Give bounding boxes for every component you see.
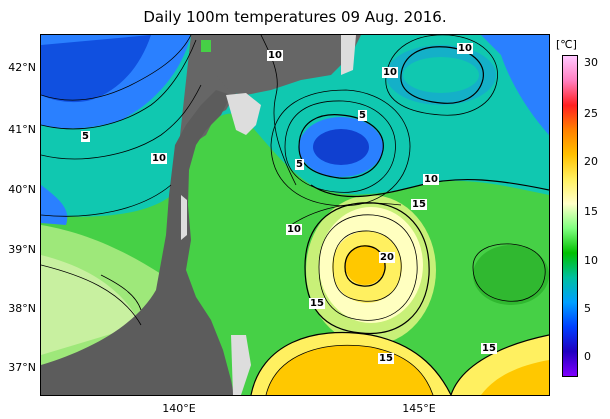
contour-label-5-c: 5 (295, 159, 304, 170)
colorbar-tick-30: 30 (584, 56, 598, 69)
lat-label-39: 39°N (8, 243, 36, 256)
contour-line (41, 264, 142, 326)
contour-line (332, 230, 402, 302)
contour-line (290, 202, 402, 226)
contour-label-15-b: 15 (309, 298, 325, 309)
contour-label-5-b: 5 (358, 110, 367, 121)
lat-label-38: 38°N (8, 302, 36, 315)
colorbar (562, 55, 578, 377)
cold-region-w (41, 185, 68, 225)
contour-label-10-b: 10 (457, 43, 473, 54)
warm-region-se-core (481, 360, 549, 395)
contour-label-10-c: 10 (382, 67, 398, 78)
contour-label-15-c: 15 (378, 353, 394, 364)
contour-line (304, 202, 430, 335)
lat-label-40: 40°N (8, 183, 36, 196)
contour-line (250, 331, 452, 395)
shelf-hokkaido (341, 35, 356, 75)
temperature-field (41, 35, 549, 395)
colorbar-unit: [℃] (556, 38, 577, 51)
contour-label-20: 20 (379, 252, 395, 263)
colorbar-tick-10: 10 (584, 254, 598, 267)
land-hokkaido (201, 35, 361, 95)
cold-core-nw (41, 35, 151, 103)
contour-label-10-f: 10 (286, 224, 302, 235)
contour-line (265, 344, 434, 395)
cold-eddy-core (313, 129, 369, 165)
lat-label-37: 37°N (8, 361, 36, 374)
contour-label-10-e: 10 (423, 174, 439, 185)
contour-line (318, 214, 418, 321)
contour-line (450, 334, 549, 395)
contour-line (472, 243, 546, 302)
ne-eddy-core (403, 57, 479, 93)
east-region (473, 245, 549, 305)
contour-lines (41, 35, 549, 395)
lat-label-42: 42°N (8, 61, 36, 74)
warm-region-sw-inner (41, 255, 141, 355)
shelf-north (226, 93, 261, 135)
shelf-south (231, 335, 251, 395)
contour-line (100, 274, 142, 311)
contour-line (41, 39, 197, 130)
contour-label-10-a: 10 (267, 50, 283, 61)
colorbar-tick-25: 25 (584, 107, 598, 120)
contour-line (41, 184, 172, 217)
colorbar-tick-15: 15 (584, 205, 598, 218)
temperature-map: 10 10 10 5 10 5 5 10 15 10 20 15 15 15 (40, 34, 550, 396)
lat-label-41: 41°N (8, 123, 36, 136)
cold-region-ne (481, 35, 549, 135)
lon-label-145: 145°E (402, 402, 436, 415)
contour-line (41, 84, 202, 160)
contour-line (344, 245, 386, 287)
contour-label-15-a: 15 (411, 199, 427, 210)
contour-label-5-a: 5 (81, 131, 90, 142)
map-title: Daily 100m temperatures 09 Aug. 2016. (143, 8, 447, 26)
lon-label-140: 140°E (162, 402, 196, 415)
colorbar-tick-5: 5 (584, 302, 591, 315)
colorbar-tick-0: 0 (584, 350, 591, 363)
bay-patch (201, 40, 211, 52)
contour-label-15-d: 15 (481, 343, 497, 354)
contour-line (310, 178, 549, 198)
warm-eddy-core (345, 245, 385, 285)
shelf-west (181, 195, 187, 240)
contour-line (270, 89, 411, 207)
contour-line (41, 35, 192, 101)
contour-line (385, 35, 498, 116)
contour-line (298, 114, 384, 179)
contour-line (400, 46, 484, 104)
contour-label-10-d: 10 (151, 153, 167, 164)
land-shadow (41, 90, 234, 395)
contour-line (284, 100, 396, 193)
colorbar-tick-20: 20 (584, 155, 598, 168)
